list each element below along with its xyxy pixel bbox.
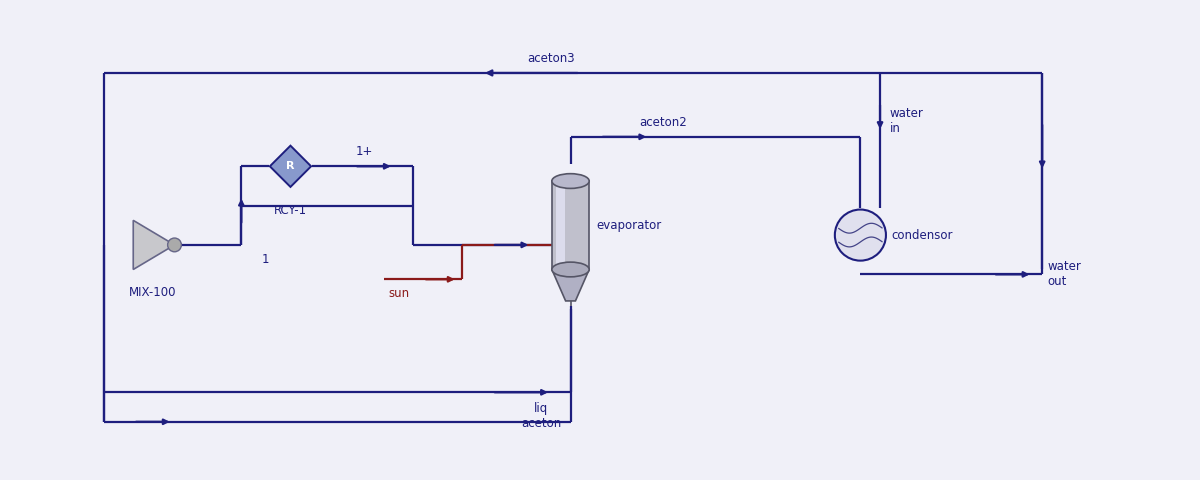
Text: water
out: water out (1048, 260, 1081, 288)
Text: 1+: 1+ (355, 145, 373, 158)
Text: aceton2: aceton2 (640, 116, 688, 129)
Circle shape (168, 238, 181, 252)
Text: RCY-1: RCY-1 (274, 204, 307, 216)
Text: sun: sun (389, 287, 410, 300)
Polygon shape (270, 145, 311, 187)
Text: 1: 1 (262, 253, 270, 266)
Bar (552, 181, 589, 269)
Bar (556, 181, 565, 269)
Polygon shape (133, 220, 174, 269)
Text: aceton3: aceton3 (527, 52, 575, 65)
Polygon shape (552, 269, 589, 301)
Text: water
in: water in (890, 108, 924, 135)
Ellipse shape (552, 174, 589, 189)
Text: condensor: condensor (892, 228, 953, 241)
Text: MIX-100: MIX-100 (130, 286, 176, 299)
Text: R: R (287, 161, 295, 171)
Ellipse shape (552, 262, 589, 277)
Text: evaporator: evaporator (596, 219, 661, 232)
Text: liq
aceton: liq aceton (521, 402, 562, 430)
Circle shape (835, 210, 886, 261)
